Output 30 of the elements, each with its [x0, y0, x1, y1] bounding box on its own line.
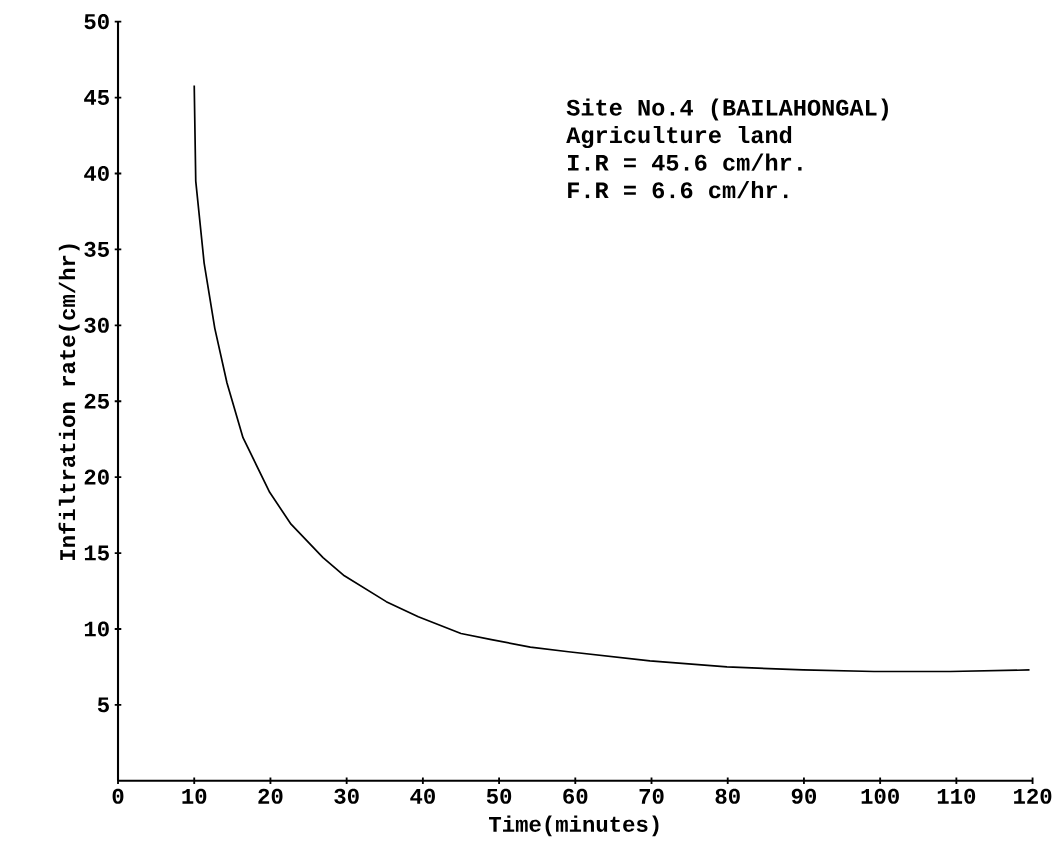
annotation: I.R = 45.6 cm/hr.: [568, 153, 802, 171]
annotation: F.R = 6.6 cm/hr.: [568, 181, 788, 199]
x-tick-label: 10: [182, 788, 207, 804]
x-tick-label: 0: [112, 788, 124, 804]
y-tick-label: 5: [97, 697, 109, 713]
x-tick-label: 20: [258, 788, 283, 804]
x-tick-label: 30: [334, 788, 359, 804]
y-tick-label: 15: [84, 545, 109, 561]
y-axis-title: Infiltration rate(cm/hr): [58, 244, 80, 561]
x-tick-label: 80: [715, 788, 740, 804]
x-tick-label: 40: [410, 788, 435, 804]
y-tick-label: 30: [84, 317, 109, 333]
x-tick-label: 120: [1014, 788, 1052, 804]
annotation: Agriculture land: [566, 126, 792, 149]
y-tick-label: 35: [84, 241, 109, 258]
y-tick-label: 25: [84, 393, 109, 409]
y-tick-label: 40: [84, 166, 109, 182]
x-axis-title: Time(minutes): [489, 815, 659, 837]
annotation: Site No.4 (BAILAHONGAL): [566, 98, 888, 121]
y-tick-label: 45: [84, 90, 109, 106]
line-series: [193, 84, 1031, 673]
x-tick-label: 110: [937, 788, 976, 804]
y-tick-label: 20: [84, 469, 109, 485]
y-tick-label: 50: [84, 14, 109, 30]
x-tick-label: 90: [791, 788, 817, 804]
x-tick-label: 100: [861, 788, 899, 804]
x-tick-label: 50: [486, 788, 512, 804]
x-tick-label: 70: [639, 788, 664, 804]
x-tick-label: 60: [563, 788, 588, 804]
y-tick-label: 10: [84, 621, 109, 637]
